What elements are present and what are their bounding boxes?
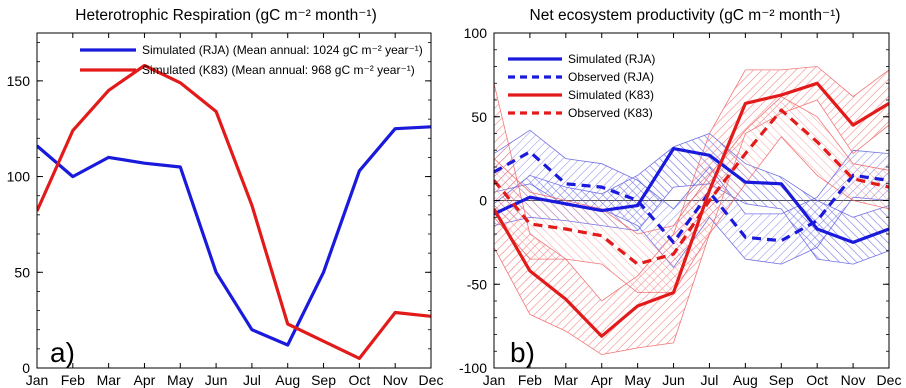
x-tick-label: Apr: [134, 372, 156, 388]
legend-entry-2: Simulated (K83): [568, 88, 654, 102]
legend-entry-0: Simulated (RJA): [568, 52, 655, 66]
plot-frame: [36, 32, 432, 369]
x-tick-label: Jun: [662, 372, 685, 388]
series-line-1: [37, 63, 431, 360]
legend-entry-1: Observed (RJA): [568, 70, 654, 84]
series-line-1: [494, 150, 889, 244]
panel-a: Heterotrophic Respiration (gC m⁻² month⁻…: [7, 7, 444, 388]
panel-a-legend: Simulated (RJA) (Mean annual: 1024 gC m⁻…: [80, 43, 423, 77]
uncertainty-band-3: [494, 96, 889, 293]
legend-entry-3: Observed (K83): [568, 106, 653, 120]
y-tick-label: 50: [471, 109, 487, 125]
panel-b: Net ecosystem productivity (gC m⁻² month…: [459, 7, 901, 388]
y-tick-label: 0: [22, 360, 30, 376]
x-tick-label: Mar: [554, 372, 578, 388]
x-tick-label: Jul: [243, 372, 261, 388]
panel-b-legend: Simulated (RJA) Observed (RJA) Simulated (…: [508, 52, 655, 120]
plot-clip-group: [37, 63, 431, 360]
panel-a-label: a): [50, 337, 75, 368]
series-line-0: [494, 147, 889, 244]
panel-a-plot-area: Jan Feb Mar Apr May Jun Jul Aug Sep Oct Nov Dec 0 50 1…: [7, 32, 444, 388]
x-tick-label: Aug: [275, 372, 300, 388]
x-tick-label: Feb: [61, 372, 85, 388]
panel-b-plot-area: Jan Feb Mar Apr May Jun Jul Aug Sep Oct Nov Dec -100…: [459, 25, 901, 388]
y-tick-label: 100: [464, 25, 488, 41]
y-tick-label: -100: [459, 360, 487, 376]
x-tick-label: Sep: [769, 372, 794, 388]
x-tick-label: Mar: [97, 372, 121, 388]
x-tick-label: Aug: [733, 372, 758, 388]
y-tick-label: 50: [14, 264, 30, 280]
legend-entry-0: Simulated (RJA) (Mean annual: 1024 gC m⁻…: [142, 43, 423, 57]
x-tick-label: May: [624, 372, 650, 388]
panel-b-label: b): [510, 337, 535, 368]
y-tick-label: -50: [467, 276, 487, 292]
x-tick-label: Jul: [701, 372, 719, 388]
series-line-3: [494, 108, 889, 266]
x-tick-label: Dec: [877, 372, 902, 388]
plot-clip-group: [494, 66, 889, 356]
y-tick-label: 100: [7, 169, 31, 185]
y-tick-label: 0: [479, 193, 487, 209]
legend-entry-1: Simulated (K83) (Mean annual: 968 gC m⁻²…: [142, 63, 415, 77]
series-line-0: [37, 125, 431, 347]
x-tick-label: Jan: [483, 372, 506, 388]
y-tick-label: 150: [7, 73, 31, 89]
x-tick-label: Nov: [383, 372, 408, 388]
panel-b-title: Net ecosystem productivity (gC m⁻² month…: [530, 7, 841, 24]
panel-a-title: Heterotrophic Respiration (gC m⁻² month⁻…: [75, 7, 377, 24]
x-tick-label: Nov: [841, 372, 866, 388]
x-tick-label: Sep: [311, 372, 336, 388]
x-tick-label: Dec: [419, 372, 444, 388]
x-tick-label: Feb: [518, 372, 542, 388]
series-line-2: [494, 81, 889, 338]
x-tick-label: Jun: [205, 372, 228, 388]
x-tick-label: Oct: [348, 372, 370, 388]
x-tick-label: May: [167, 372, 193, 388]
x-tick-label: Apr: [591, 372, 613, 388]
x-tick-label: Jan: [26, 372, 49, 388]
x-tick-label: Oct: [806, 372, 828, 388]
